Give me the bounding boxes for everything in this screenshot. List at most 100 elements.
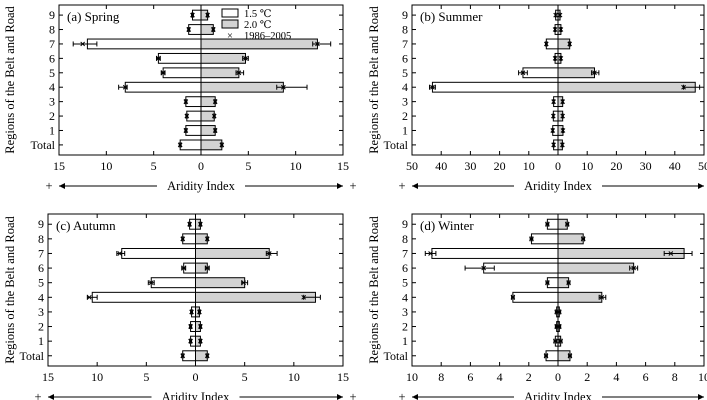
panel-title: (d) Winter bbox=[420, 218, 474, 233]
baseline-marker bbox=[219, 142, 225, 148]
baseline-marker bbox=[560, 142, 565, 148]
y-tick-label: 6 bbox=[38, 261, 44, 275]
bar-1p5 bbox=[121, 247, 196, 259]
baseline-marker bbox=[266, 251, 272, 256]
baseline-marker bbox=[204, 236, 210, 242]
x-axis-label: Aridity Index bbox=[167, 179, 235, 193]
bar-1p5 bbox=[522, 67, 559, 79]
baseline-marker bbox=[553, 12, 559, 18]
y-tick-label: Total bbox=[31, 138, 56, 152]
baseline-marker bbox=[205, 12, 210, 18]
baseline-marker bbox=[550, 128, 556, 133]
baseline-marker bbox=[198, 324, 203, 329]
baseline-marker bbox=[80, 41, 86, 47]
bar-2p0 bbox=[200, 67, 240, 79]
x-tick-label: 10 bbox=[406, 370, 418, 384]
x-tick-label: 10 bbox=[523, 159, 535, 173]
legend: 1.5 ℃2.0 ℃ × 1986–2005 bbox=[221, 8, 291, 42]
y-tick-label: 3 bbox=[38, 305, 44, 319]
bar-1p5 bbox=[188, 24, 202, 35]
baseline-marker bbox=[197, 309, 202, 315]
baseline-marker bbox=[599, 294, 605, 300]
baseline-marker bbox=[281, 84, 286, 90]
baseline-marker bbox=[543, 353, 549, 359]
y-tick-label: Total bbox=[384, 138, 409, 152]
bar-2p0 bbox=[200, 81, 284, 93]
x-axis-arrowhead-right bbox=[337, 183, 343, 189]
x-axis-label: Aridity Index bbox=[524, 179, 592, 193]
bar-1p5 bbox=[182, 350, 196, 362]
legend-swatch-2p0 bbox=[221, 19, 239, 29]
y-tick-label: 3 bbox=[402, 305, 408, 319]
baseline-marker bbox=[180, 236, 186, 242]
baseline-marker bbox=[551, 142, 556, 148]
baseline-marker bbox=[301, 294, 307, 300]
baseline-marker bbox=[183, 128, 189, 133]
baseline-marker bbox=[560, 113, 566, 119]
y-tick-label: 6 bbox=[402, 51, 408, 65]
x-tick-label: 5 bbox=[143, 370, 149, 384]
baseline-marker bbox=[210, 27, 216, 32]
baseline-marker bbox=[148, 280, 154, 286]
y-axis-label: Regions of the Belt and Road bbox=[3, 215, 17, 363]
x-tick-label: 30 bbox=[464, 159, 476, 173]
y-tick-label: 1 bbox=[402, 334, 408, 348]
y-tick-label: 4 bbox=[38, 290, 44, 304]
baseline-marker bbox=[190, 12, 195, 18]
x-tick-label: 8 bbox=[438, 370, 444, 384]
bar-1p5 bbox=[186, 110, 202, 122]
x-tick-label: 20 bbox=[494, 159, 506, 173]
legend-label-2p0: 2.0 ℃ bbox=[244, 20, 272, 31]
baseline-marker bbox=[551, 99, 556, 104]
bar-1p5 bbox=[185, 125, 202, 136]
baseline-marker bbox=[631, 265, 637, 271]
x-tick-label: 2 bbox=[584, 370, 590, 384]
baseline-marker bbox=[117, 251, 123, 256]
baseline-marker bbox=[558, 27, 564, 32]
bar-1p5 bbox=[483, 262, 559, 274]
x-tick-label: 15 bbox=[337, 370, 349, 384]
baseline-marker bbox=[558, 338, 564, 344]
x-tick-label: 15 bbox=[337, 159, 349, 173]
y-tick-label: 2 bbox=[402, 320, 408, 334]
bar-1p5 bbox=[124, 81, 202, 93]
baseline-marker bbox=[212, 99, 218, 104]
x-tick-label: 30 bbox=[640, 159, 652, 173]
x-tick-label: 6 bbox=[467, 370, 473, 384]
x-tick-label: 10 bbox=[581, 159, 593, 173]
bar-1p5 bbox=[162, 67, 202, 79]
panel-title: (b) Summer bbox=[420, 9, 483, 24]
baseline-marker bbox=[204, 353, 210, 359]
y-tick-label: 9 bbox=[49, 8, 55, 22]
x-axis-plus-left: + bbox=[398, 179, 405, 193]
x-tick-label: 5 bbox=[245, 159, 251, 173]
y-tick-label: 2 bbox=[49, 109, 55, 123]
bar-2p0 bbox=[200, 139, 223, 151]
y-tick-label: 5 bbox=[49, 66, 55, 80]
panel-title: (c) Autumn bbox=[56, 218, 116, 233]
x-tick-label: 10 bbox=[100, 159, 112, 173]
baseline-marker bbox=[198, 338, 203, 344]
x-tick-label: 6 bbox=[643, 370, 649, 384]
bar-1p5 bbox=[150, 277, 196, 289]
baseline-marker bbox=[180, 353, 186, 359]
baseline-marker bbox=[315, 41, 320, 47]
baseline-marker bbox=[187, 221, 192, 227]
y-tick-label: 6 bbox=[402, 261, 408, 275]
x-tick-label: 40 bbox=[435, 159, 447, 173]
y-axis-label: Regions of the Belt and Road bbox=[367, 215, 381, 363]
y-tick-label: 7 bbox=[402, 37, 408, 51]
baseline-marker bbox=[564, 221, 570, 227]
y-tick-label: Total bbox=[384, 349, 409, 363]
y-axis-label: Regions of the Belt and Road bbox=[367, 5, 381, 153]
y-tick-label: 5 bbox=[402, 66, 408, 80]
x-axis-arrowhead-left bbox=[48, 394, 54, 400]
baseline-marker bbox=[188, 324, 193, 329]
baseline-marker bbox=[204, 265, 210, 271]
x-tick-label: 5 bbox=[151, 159, 157, 173]
baseline-marker bbox=[545, 280, 550, 286]
y-tick-label: 4 bbox=[402, 80, 408, 94]
